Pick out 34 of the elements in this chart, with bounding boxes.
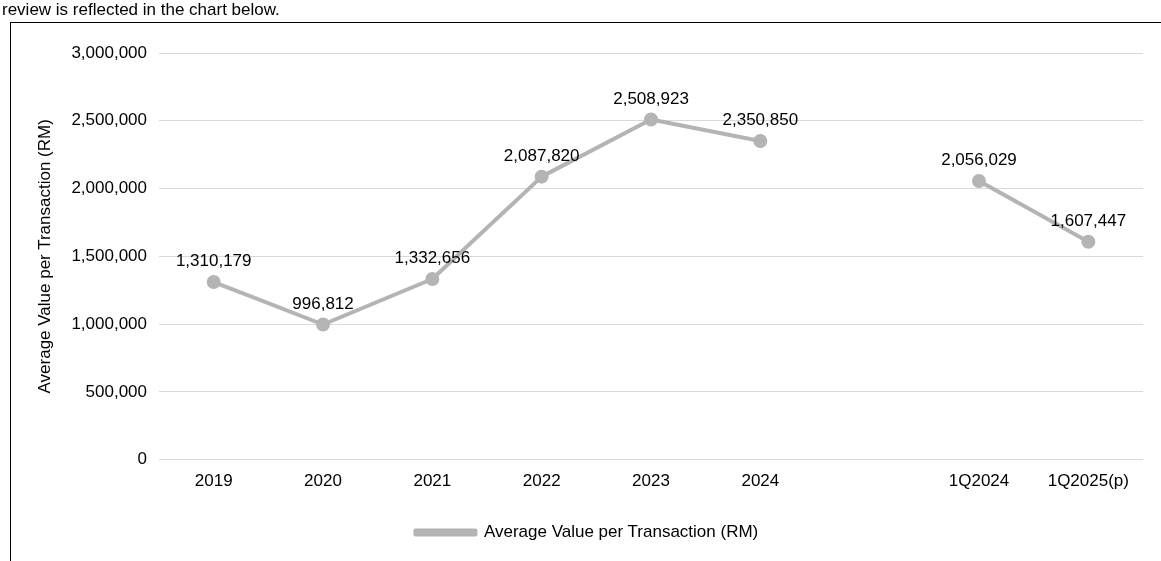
point	[425, 271, 440, 286]
y-tick-label: 1,000,000	[71, 313, 148, 333]
point	[1081, 234, 1096, 249]
text: review is reflected in the chart below.	[2, 0, 280, 20]
y-tick-label: 3,000,000	[71, 42, 148, 62]
data-label: 2,087,820	[503, 145, 580, 165]
point	[534, 169, 549, 184]
x-tick-label: 2022	[522, 471, 561, 491]
data-label: 1,310,179	[175, 251, 252, 271]
x-tick-label: 2023	[632, 471, 670, 491]
x-tick-label: 2020	[304, 471, 342, 491]
x-tick-label: 1Q2025(p)	[1047, 471, 1129, 491]
x-tick-label: 1Q2024	[948, 471, 1010, 491]
x-tick-label: 2024	[741, 471, 780, 491]
point	[206, 275, 221, 290]
data-label: 996,812	[292, 293, 354, 313]
data-label: 2,508,923	[613, 88, 689, 108]
data-label: 2,350,850	[722, 110, 799, 130]
y-axis-title: Average Value per Transaction (RM)	[34, 119, 54, 394]
data-label: 2,056,029	[941, 150, 1017, 170]
y-tick-label: 500,000	[85, 381, 148, 401]
x-tick-label: 2019	[194, 471, 233, 491]
legend-label: Average Value per Transaction (RM)	[483, 522, 759, 542]
point	[316, 317, 331, 332]
data-label: 1,607,447	[1050, 210, 1127, 230]
point	[753, 133, 768, 148]
y-tick-label: 2,000,000	[71, 178, 148, 198]
x-tick-label: 2021	[413, 471, 452, 491]
y-tick-label: 2,500,000	[71, 110, 148, 130]
point	[644, 112, 659, 127]
y-tick-label: 0	[137, 449, 148, 469]
data-label: 1,332,656	[394, 248, 471, 268]
point	[972, 173, 987, 188]
y-tick-label: 1,500,000	[71, 245, 148, 265]
